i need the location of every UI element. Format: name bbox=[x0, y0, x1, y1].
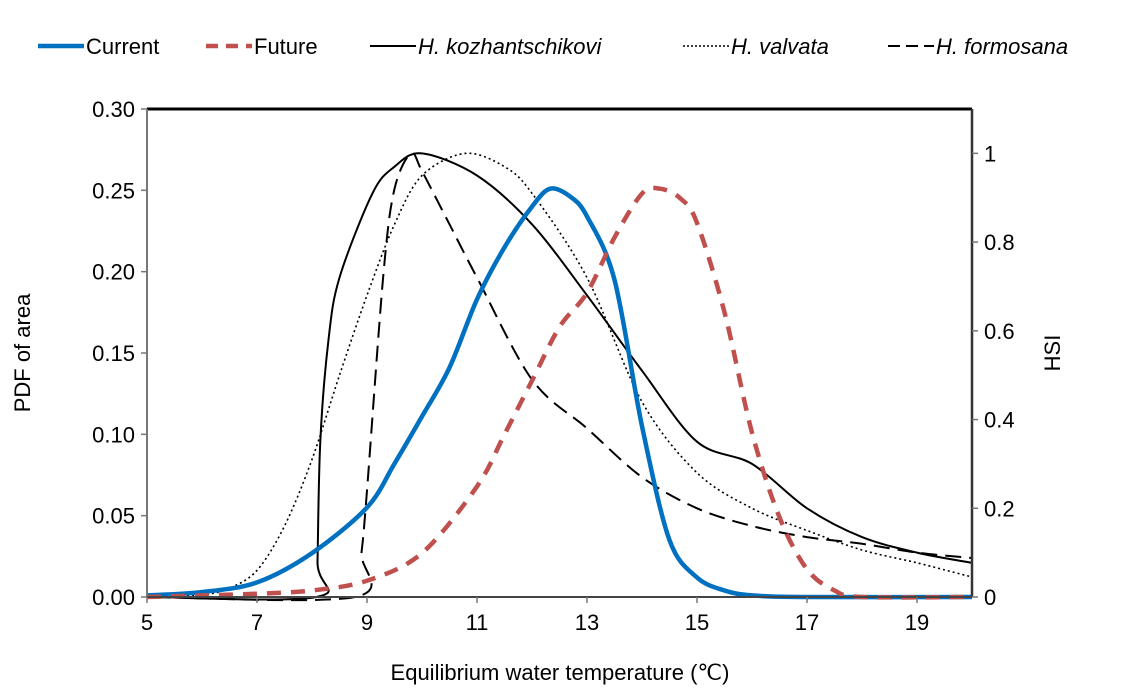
y2-tick-label: 0.8 bbox=[984, 230, 1015, 255]
y2-tick-label: 0 bbox=[984, 585, 996, 610]
y-tick-label: 0.15 bbox=[92, 341, 135, 366]
y2-tick-label: 1 bbox=[984, 141, 996, 166]
y-tick-label: 0.25 bbox=[92, 178, 135, 203]
legend-item-h-kozhantschikovi: H. kozhantschikovi bbox=[370, 34, 603, 59]
x-tick-label: 9 bbox=[361, 610, 373, 635]
legend-item-current: Current bbox=[38, 34, 159, 59]
y-tick-label: 0.05 bbox=[92, 504, 135, 529]
y2-tick-label: 0.2 bbox=[984, 496, 1015, 521]
legend-item-future: Future bbox=[206, 34, 318, 59]
axes-frame bbox=[141, 107, 978, 603]
y2-tick-label: 0.6 bbox=[984, 319, 1015, 344]
x-tick-label: 5 bbox=[141, 610, 153, 635]
y-tick-label: 0.20 bbox=[92, 260, 135, 285]
y-axis-label: PDF of area bbox=[10, 293, 35, 412]
legend-item-h-valvata: H. valvata bbox=[683, 34, 829, 59]
legend-label: H. kozhantschikovi bbox=[418, 34, 603, 59]
legend-item-h-formosana: H. formosana bbox=[888, 34, 1068, 59]
x-tick-label: 7 bbox=[251, 610, 263, 635]
series-line-1 bbox=[146, 185, 973, 600]
y-tick-label: 0.10 bbox=[92, 422, 135, 447]
legend-label: H. valvata bbox=[731, 34, 829, 59]
y-tick-label: 0.00 bbox=[92, 585, 135, 610]
x-tick-label: 11 bbox=[466, 610, 489, 635]
legend: Current Future H. kozhantschikovi H. valvat… bbox=[38, 34, 1068, 59]
x-tick-label: 15 bbox=[685, 610, 709, 635]
y-tick-label: 0.30 bbox=[92, 97, 135, 122]
x-axis-label: Equilibrium water temperature (℃) bbox=[391, 660, 730, 685]
tick-labels: 5 7 9 11 13 15 17 190.000.050.100.150.200.250.3… bbox=[92, 97, 1014, 635]
x-tick-label: 17 bbox=[795, 610, 819, 635]
series-line-0 bbox=[146, 186, 973, 600]
legend-label: H. formosana bbox=[936, 34, 1068, 59]
y2-tick-label: 0.4 bbox=[984, 408, 1015, 433]
x-tick-label: 13 bbox=[575, 610, 599, 635]
plot-area bbox=[146, 151, 973, 602]
legend-label: Current bbox=[86, 34, 159, 59]
series-line-4 bbox=[146, 151, 973, 602]
series-line-2 bbox=[146, 152, 973, 601]
y2-axis-label: HSI bbox=[1040, 335, 1065, 372]
series-line-3 bbox=[146, 152, 973, 598]
legend-label: Future bbox=[254, 34, 318, 59]
x-tick-label: 19 bbox=[905, 610, 929, 635]
